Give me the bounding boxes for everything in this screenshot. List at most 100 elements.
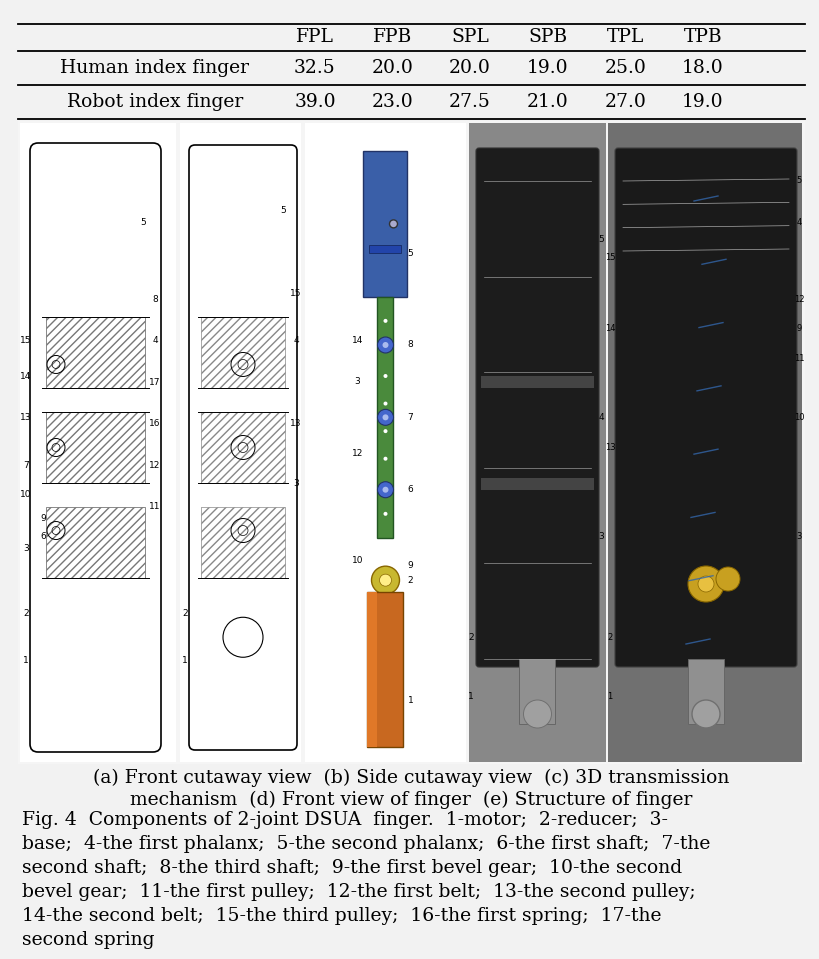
Text: 1: 1 (607, 692, 612, 701)
Text: 9: 9 (40, 514, 46, 524)
Bar (18, 121, 804, 764)
Text: 13: 13 (20, 413, 32, 422)
Text: 1: 1 (407, 696, 413, 705)
Text: 4: 4 (152, 337, 157, 345)
Text: 20.0: 20.0 (449, 59, 491, 77)
Text: 13: 13 (290, 419, 301, 429)
Text: 15: 15 (290, 289, 301, 298)
Text: 6: 6 (40, 532, 46, 541)
Text: 10: 10 (793, 413, 803, 422)
Bar (687, 659, 723, 724)
Text: 12: 12 (149, 460, 161, 470)
Bar (367, 593, 377, 747)
Text: 3: 3 (292, 479, 298, 487)
Text: 13: 13 (604, 443, 614, 452)
Text: SPB: SPB (527, 29, 567, 46)
Text: 1: 1 (468, 692, 473, 701)
Circle shape (383, 512, 387, 516)
Text: FPL: FPL (296, 29, 333, 46)
Text: 14: 14 (351, 336, 363, 344)
Bar (201, 317, 285, 388)
Text: 18.0: 18.0 (681, 59, 723, 77)
Bar (20, 123, 176, 762)
Text: 1: 1 (23, 657, 29, 666)
Text: SPL: SPL (450, 29, 488, 46)
Text: 25.0: 25.0 (604, 59, 646, 77)
FancyBboxPatch shape (614, 148, 796, 667)
Text: 20.0: 20.0 (372, 59, 414, 77)
Text: 3: 3 (795, 532, 801, 541)
Text: 2: 2 (607, 633, 612, 642)
Text: 4: 4 (597, 413, 603, 422)
Circle shape (715, 567, 739, 591)
Circle shape (389, 220, 397, 228)
Text: (a) Front cutaway view  (b) Side cutaway view  (c) 3D transmission: (a) Front cutaway view (b) Side cutaway … (93, 769, 729, 787)
Text: Human index finger: Human index finger (61, 59, 249, 77)
Bar (369, 246, 401, 253)
Text: 32.5: 32.5 (294, 59, 336, 77)
Circle shape (379, 574, 391, 586)
Bar (519, 659, 554, 724)
Text: base;  4-the first phalanx;  5-the second phalanx;  6-the first shaft;  7-the: base; 4-the first phalanx; 5-the second … (22, 835, 709, 853)
Bar (481, 479, 593, 490)
Circle shape (383, 484, 387, 488)
Circle shape (383, 429, 387, 433)
Circle shape (382, 342, 388, 348)
Text: 10: 10 (351, 555, 363, 565)
Circle shape (383, 319, 387, 323)
Text: second spring: second spring (22, 931, 154, 949)
Text: 16: 16 (149, 419, 161, 429)
Text: TPL: TPL (607, 29, 644, 46)
Text: 4: 4 (795, 218, 801, 226)
Text: 4: 4 (293, 337, 298, 345)
Text: 2: 2 (23, 609, 29, 618)
Bar (367, 593, 403, 747)
Circle shape (383, 402, 387, 406)
Text: 3: 3 (354, 377, 360, 386)
Circle shape (382, 487, 388, 493)
Bar (305, 123, 465, 762)
Circle shape (691, 700, 719, 728)
Bar (468, 123, 605, 762)
Text: bevel gear;  11-the first pulley;  12-the first belt;  13-the second pulley;: bevel gear; 11-the first pulley; 12-the … (22, 883, 695, 901)
Text: 7: 7 (23, 460, 29, 470)
Bar (46, 317, 145, 388)
Text: 23.0: 23.0 (372, 93, 414, 111)
Bar (180, 123, 301, 762)
Text: 5: 5 (280, 206, 286, 215)
Text: second shaft;  8-the third shaft;  9-the first bevel gear;  10-the second: second shaft; 8-the third shaft; 9-the f… (22, 859, 681, 877)
Circle shape (523, 700, 551, 728)
Circle shape (371, 566, 399, 595)
Text: 15: 15 (604, 253, 614, 262)
Text: TPB: TPB (683, 29, 722, 46)
Circle shape (377, 337, 393, 353)
Text: 15: 15 (20, 337, 32, 345)
Text: Fig. 4  Components of 2-joint DSUA  finger.  1-motor;  2-reducer;  3-: Fig. 4 Components of 2-joint DSUA finger… (22, 811, 667, 829)
Text: 39.0: 39.0 (294, 93, 336, 111)
Text: 19.0: 19.0 (527, 59, 568, 77)
Bar (46, 506, 145, 578)
Circle shape (377, 481, 393, 498)
Text: 1: 1 (182, 657, 188, 666)
Text: 19.0: 19.0 (681, 93, 723, 111)
Bar (377, 296, 393, 538)
Circle shape (383, 374, 387, 378)
Text: 7: 7 (407, 413, 413, 422)
Text: FPB: FPB (373, 29, 412, 46)
Text: 5: 5 (407, 248, 413, 258)
Circle shape (377, 409, 393, 426)
Text: 6: 6 (407, 485, 413, 494)
Bar (201, 412, 285, 483)
Text: 27.5: 27.5 (449, 93, 491, 111)
Text: 12: 12 (351, 449, 363, 458)
Text: 5: 5 (597, 236, 603, 245)
Circle shape (383, 346, 387, 350)
Circle shape (697, 576, 713, 592)
FancyBboxPatch shape (475, 148, 598, 667)
Text: 11: 11 (149, 503, 161, 511)
Text: 10: 10 (20, 490, 32, 500)
Circle shape (687, 566, 723, 602)
Bar (201, 506, 285, 578)
Text: 9: 9 (407, 561, 413, 570)
Text: 9: 9 (795, 324, 801, 334)
